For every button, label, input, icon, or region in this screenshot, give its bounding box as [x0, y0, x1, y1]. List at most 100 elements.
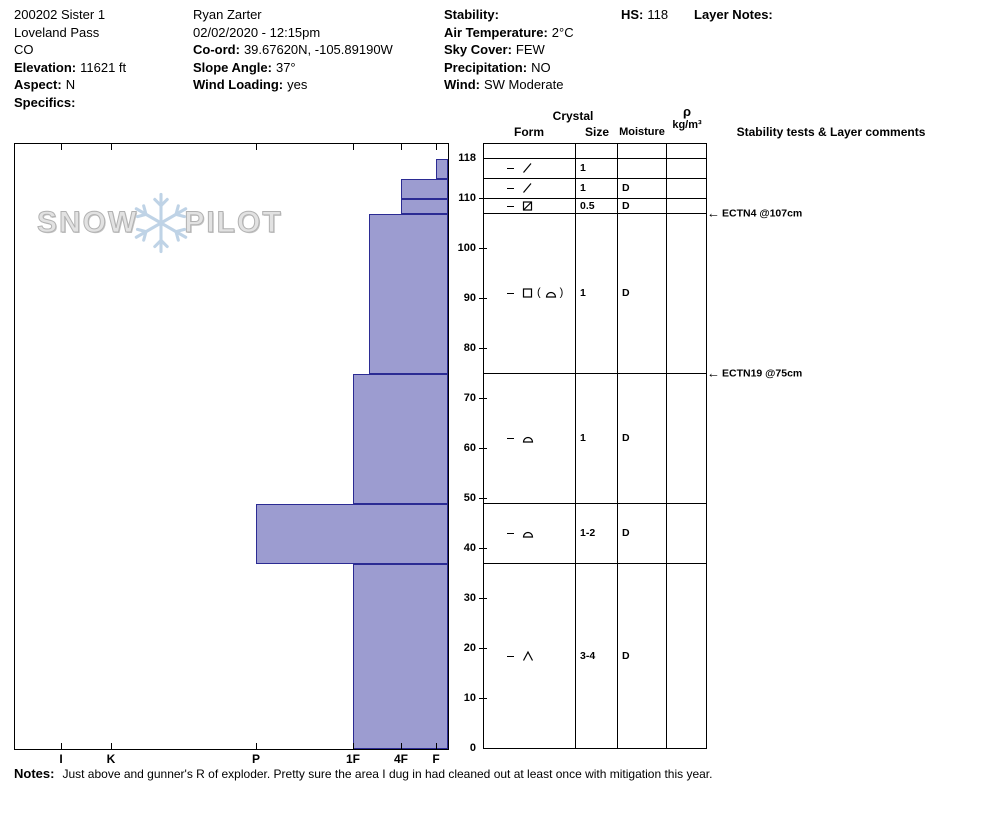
moisture-header: Moisture	[619, 126, 665, 138]
hardness-tick-label: I	[59, 752, 63, 766]
layer-moisture-cell: D	[622, 182, 630, 194]
sky-cover-value: FEW	[515, 42, 545, 57]
crystal-DH-icon	[522, 650, 534, 661]
hardness-tick-label: K	[106, 752, 116, 766]
layer-form-cell	[521, 432, 534, 445]
depth-tick-label: 40	[463, 542, 476, 554]
layer-boundary-line	[483, 143, 707, 144]
paren-close: )	[559, 286, 564, 299]
depth-tick-label: 20	[463, 642, 476, 654]
pit-state: CO	[14, 42, 34, 57]
layer-moisture-cell: D	[622, 199, 630, 212]
aspect-label: Aspect:	[14, 77, 62, 92]
layer-bar	[401, 179, 448, 199]
hardness-plot: SNOW PILOT	[14, 143, 449, 750]
layer-moisture-cell: D	[622, 287, 630, 299]
form-header: Form	[514, 125, 544, 139]
aspect-line: Aspect: N	[14, 76, 126, 94]
layer-size-cell: 1	[580, 182, 586, 194]
coord-value: 39.67620N, -105.89190W	[243, 42, 393, 57]
observer-name: Ryan Zarter	[193, 7, 262, 22]
hardness-tick-label: P	[251, 752, 261, 766]
layer-mid-tick	[507, 438, 514, 439]
notes-text: Just above and gunner's R of exploder. P…	[62, 767, 713, 781]
layer-mid-tick	[507, 188, 514, 189]
layer-moisture-cell: D	[622, 432, 630, 444]
depth-tick-label: 50	[463, 492, 476, 504]
snowpilot-watermark: SNOW PILOT	[36, 192, 283, 254]
slope-angle-line: Slope Angle: 37°	[193, 59, 393, 77]
layer-boundary-line	[483, 213, 707, 214]
layer-boundary-line	[483, 198, 707, 199]
layer-size-cell: 0.5	[580, 199, 595, 212]
wind-label: Wind:	[444, 77, 480, 92]
sky-cover-label: Sky Cover:	[444, 42, 512, 57]
layer-size-cell: 3-4	[580, 649, 596, 662]
layer-moisture-cell: D	[622, 527, 630, 539]
notes-line: Notes: Just above and gunner's R of explo…	[14, 766, 712, 781]
crystal-RG-icon	[545, 291, 556, 298]
air-temp-line: Air Temperature: 2°C	[444, 24, 574, 42]
layer-form-cell	[521, 527, 534, 540]
layer-size-cell: 1	[580, 162, 586, 174]
table-column-line	[666, 143, 667, 749]
depth-tick-label: 100	[457, 242, 476, 254]
hardness-tick-label: F	[432, 752, 440, 766]
wind-line: Wind: SW Moderate	[444, 76, 574, 94]
layer-boundary-line	[483, 503, 707, 504]
density-header: ρ	[682, 104, 692, 119]
aspect-value: N	[65, 77, 76, 92]
air-temp-label: Air Temperature:	[444, 24, 548, 40]
depth-tick-label: 0	[469, 742, 476, 754]
layer-boundary-line	[483, 563, 707, 564]
layer-bar	[353, 564, 448, 749]
layer-form-cell: ()	[521, 287, 563, 300]
layer-size-cell: 1	[580, 287, 586, 299]
wind-loading-label: Wind Loading:	[193, 77, 284, 92]
notes-label: Notes:	[14, 766, 55, 781]
table-column-line	[706, 143, 707, 749]
layer-boundary-line	[483, 748, 707, 749]
layer-boundary-line	[483, 178, 707, 179]
layer-mid-tick	[507, 655, 514, 657]
hs-line: HS: 118	[621, 6, 668, 24]
depth-tick-label: 10	[463, 692, 476, 704]
left-arrow-icon: ←	[707, 205, 720, 221]
header-col-observer: Ryan Zarter 02/02/2020 - 12:15pm Co-ord:…	[193, 6, 393, 94]
slope-angle-label: Slope Angle:	[193, 59, 272, 75]
watermark-word-pilot: PILOT	[184, 206, 283, 240]
layer-boundary-line	[483, 373, 707, 374]
layer-bar	[401, 199, 448, 214]
hardness-bars	[15, 144, 448, 749]
depth-tick-label: 118	[458, 152, 476, 164]
coord-line: Co-ord: 39.67620N, -105.89190W	[193, 41, 393, 59]
crystal-FC-icon	[522, 288, 533, 298]
snowflake-icon	[135, 192, 188, 254]
depth-tick-label: 90	[463, 292, 476, 304]
precipitation-line: Precipitation: NO	[444, 59, 574, 77]
hardness-axis: I K P 1F 4F F	[15, 752, 448, 768]
header-col-hs: HS: 118	[621, 6, 668, 24]
stability-test-label: ECTN19 @75cm	[722, 367, 803, 379]
stability-label: Stability:	[444, 7, 499, 22]
crystal-header: Crystal	[552, 109, 594, 123]
density-units-header: kg/m³	[672, 119, 702, 131]
crystal-RG-icon	[522, 436, 534, 443]
depth-axis: 118 110 100 90 80 70 60 50 40 30 20 10 0	[443, 143, 476, 754]
stability-test-label: ECTN4 @107cm	[722, 207, 803, 219]
layer-form-cell	[521, 182, 534, 195]
depth-tick-label: 80	[463, 342, 476, 354]
crystal-RG-icon	[522, 531, 534, 538]
air-temp-value: 2°C	[551, 24, 574, 40]
layer-form-cell	[521, 649, 534, 662]
header-col-layer-notes: Layer Notes:	[694, 6, 773, 24]
coord-label: Co-ord:	[193, 42, 240, 57]
left-arrow-icon: ←	[707, 365, 720, 381]
layer-mid-tick	[507, 293, 514, 294]
layer-bar	[353, 374, 448, 504]
layer-mid-tick	[507, 205, 514, 207]
layer-bar	[436, 159, 448, 179]
precipitation-value: NO	[531, 59, 551, 75]
crystal-DF-icon	[523, 163, 532, 173]
